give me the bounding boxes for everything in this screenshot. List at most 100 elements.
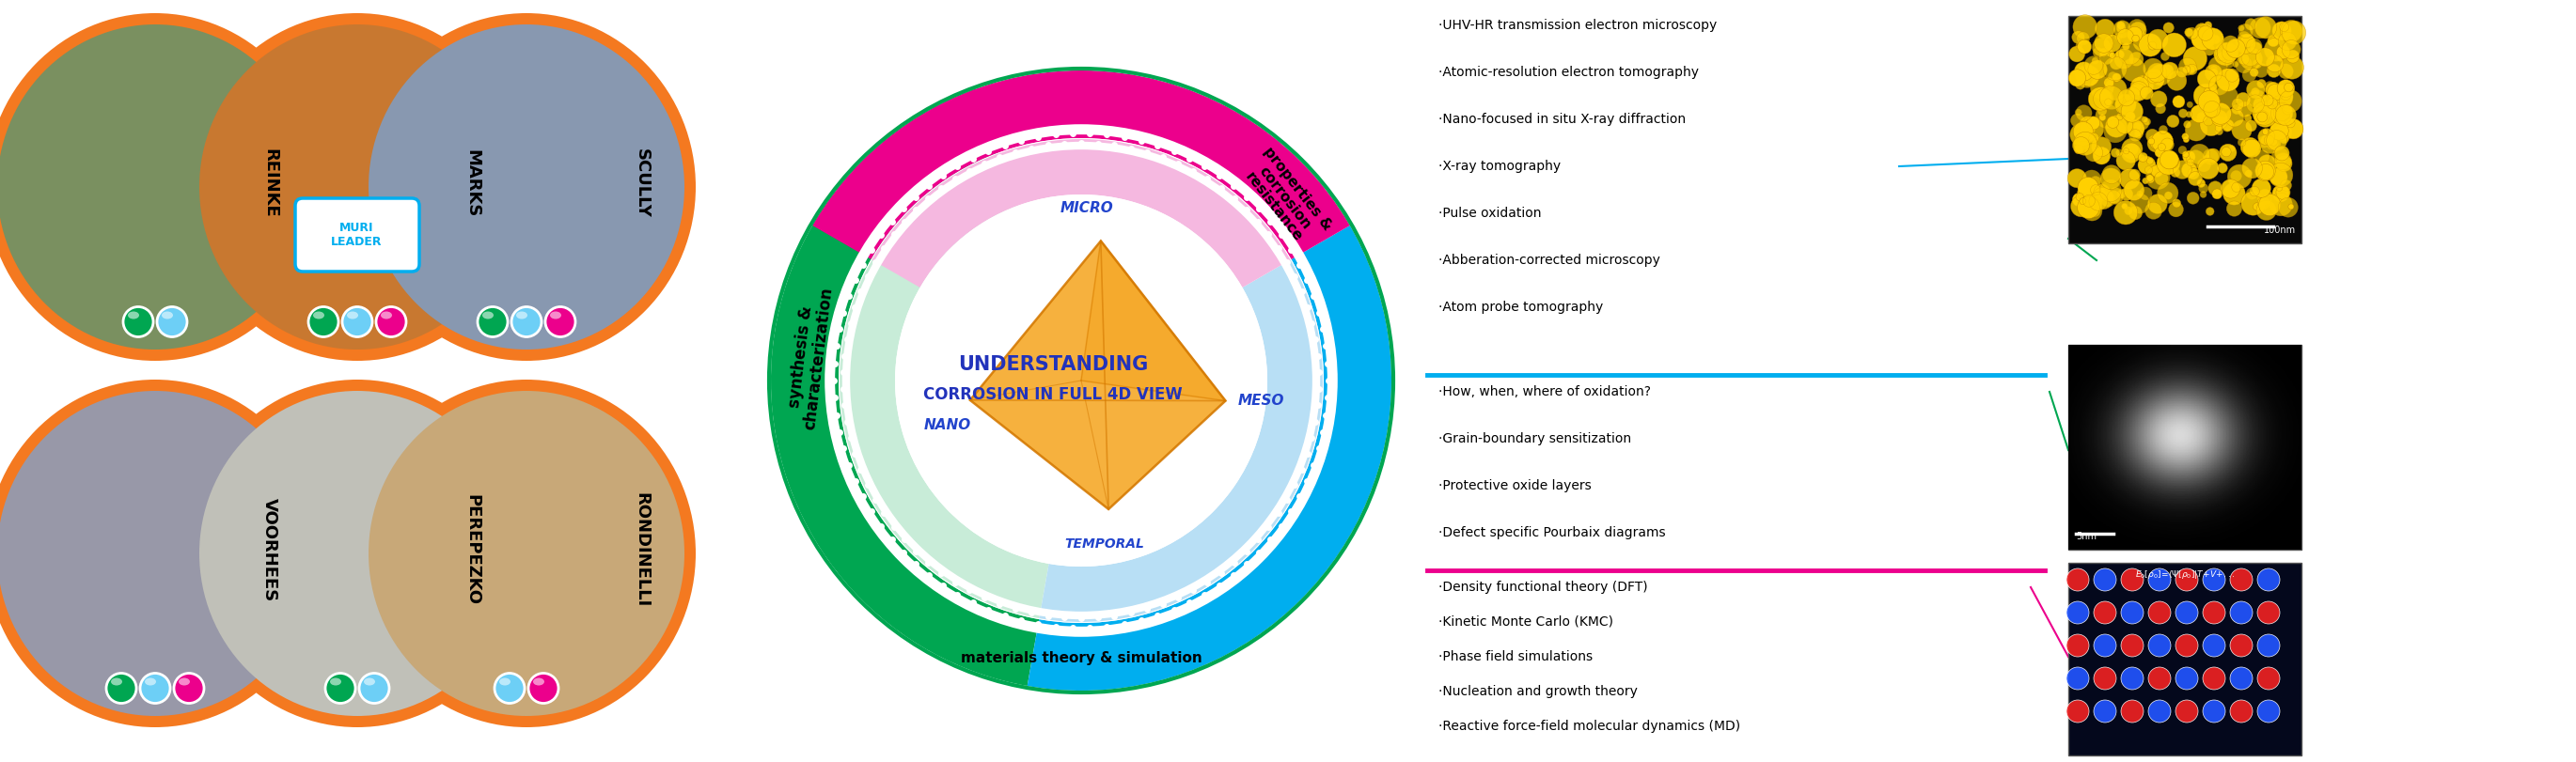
Circle shape <box>2257 165 2275 181</box>
Circle shape <box>2117 30 2133 46</box>
Circle shape <box>2208 182 2223 196</box>
Circle shape <box>2244 171 2251 178</box>
Circle shape <box>2205 149 2221 163</box>
Circle shape <box>2213 99 2221 105</box>
Circle shape <box>2215 86 2239 109</box>
Ellipse shape <box>358 380 696 727</box>
Circle shape <box>2190 106 2208 123</box>
Circle shape <box>2120 700 2143 722</box>
Circle shape <box>2074 138 2089 155</box>
Circle shape <box>2094 89 2115 110</box>
Ellipse shape <box>363 678 376 686</box>
Circle shape <box>2148 73 2159 85</box>
Text: UNDERSTANDING: UNDERSTANDING <box>958 355 1149 373</box>
Circle shape <box>2066 635 2089 657</box>
Circle shape <box>2071 197 2092 217</box>
Circle shape <box>2128 207 2143 220</box>
Circle shape <box>2076 194 2084 202</box>
Circle shape <box>2107 72 2117 82</box>
Wedge shape <box>840 155 1048 617</box>
Circle shape <box>2143 178 2148 184</box>
Circle shape <box>2277 185 2282 192</box>
Text: ·Abberation-corrected microscopy: ·Abberation-corrected microscopy <box>1437 254 1659 267</box>
Circle shape <box>2187 151 2205 169</box>
Circle shape <box>2210 69 2218 78</box>
Ellipse shape <box>0 14 325 361</box>
Text: MICRO: MICRO <box>1061 200 1113 215</box>
Circle shape <box>2110 53 2115 59</box>
Circle shape <box>2154 149 2164 158</box>
Circle shape <box>2200 192 2208 198</box>
Circle shape <box>2084 57 2102 75</box>
Circle shape <box>2231 601 2251 624</box>
Circle shape <box>2146 175 2154 182</box>
Circle shape <box>2179 147 2187 155</box>
Circle shape <box>2087 117 2099 130</box>
Circle shape <box>2197 159 2218 180</box>
Circle shape <box>2081 171 2102 190</box>
Circle shape <box>2269 86 2293 110</box>
Ellipse shape <box>144 678 157 686</box>
Circle shape <box>2117 25 2125 34</box>
Circle shape <box>2223 120 2233 132</box>
Ellipse shape <box>330 678 340 686</box>
Circle shape <box>2128 144 2138 155</box>
Circle shape <box>2161 34 2187 58</box>
Ellipse shape <box>515 312 528 319</box>
Circle shape <box>2097 107 2107 117</box>
Circle shape <box>2218 43 2239 64</box>
Circle shape <box>2076 81 2084 90</box>
Circle shape <box>2110 58 2123 70</box>
Ellipse shape <box>368 392 685 716</box>
Circle shape <box>2120 188 2133 201</box>
Circle shape <box>2164 192 2172 200</box>
Circle shape <box>2215 52 2223 59</box>
Circle shape <box>2246 96 2264 114</box>
Circle shape <box>2231 183 2241 193</box>
Circle shape <box>2267 56 2282 73</box>
Circle shape <box>2182 134 2190 141</box>
Circle shape <box>2123 149 2130 155</box>
Circle shape <box>2076 66 2099 88</box>
Circle shape <box>2161 63 2179 80</box>
Text: ·Density functional theory (DFT): ·Density functional theory (DFT) <box>1437 580 1649 593</box>
Circle shape <box>2141 88 2154 101</box>
Circle shape <box>2133 76 2154 96</box>
Circle shape <box>2094 568 2117 591</box>
Circle shape <box>2179 110 2187 119</box>
Circle shape <box>2213 190 2223 200</box>
Ellipse shape <box>358 14 696 361</box>
Circle shape <box>2092 59 2099 65</box>
Circle shape <box>2148 43 2156 51</box>
Circle shape <box>157 307 188 338</box>
Circle shape <box>2231 105 2241 115</box>
Circle shape <box>2076 106 2092 122</box>
Circle shape <box>2223 45 2239 62</box>
Bar <box>2069 345 2300 550</box>
Circle shape <box>2254 18 2277 40</box>
Circle shape <box>2205 155 2210 162</box>
Circle shape <box>2146 176 2154 184</box>
Circle shape <box>2120 601 2143 624</box>
Circle shape <box>2226 109 2244 127</box>
Circle shape <box>2213 36 2221 45</box>
Circle shape <box>2099 49 2107 57</box>
Circle shape <box>2105 78 2128 101</box>
Circle shape <box>2190 145 2210 165</box>
Circle shape <box>2182 152 2190 158</box>
Circle shape <box>2128 85 2146 102</box>
Text: synthesis &
characterization: synthesis & characterization <box>783 284 835 431</box>
Circle shape <box>2138 155 2146 162</box>
Circle shape <box>2081 201 2102 222</box>
Circle shape <box>2151 165 2164 178</box>
Circle shape <box>2148 601 2172 624</box>
Circle shape <box>2187 168 2200 180</box>
Text: MESO: MESO <box>1236 392 1283 407</box>
Circle shape <box>2128 130 2141 142</box>
Circle shape <box>2133 34 2151 52</box>
Text: ·Grain-boundary sensitization: ·Grain-boundary sensitization <box>1437 432 1631 445</box>
Circle shape <box>2246 188 2257 200</box>
Circle shape <box>2117 152 2136 171</box>
Ellipse shape <box>111 678 121 686</box>
Circle shape <box>2089 133 2099 144</box>
